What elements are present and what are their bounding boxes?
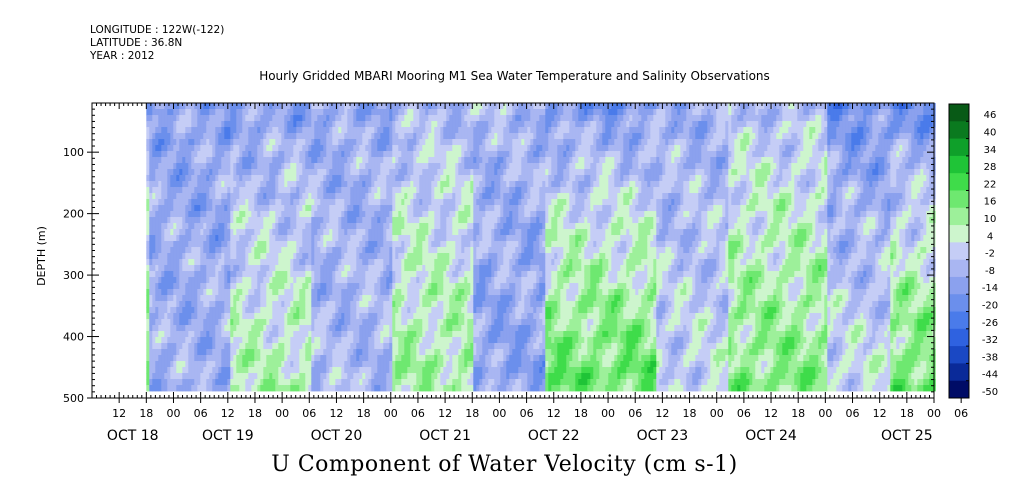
x-hour-label: 12	[764, 407, 778, 420]
colorbar-label: 34	[984, 145, 997, 156]
colorbar-bin	[949, 104, 969, 122]
colorbar-bin	[949, 380, 969, 399]
x-axis-title: U Component of Water Velocity (cm s-1)	[271, 452, 738, 477]
x-hour-label: 06	[628, 407, 642, 420]
latitude-label: LATITUDE : 36.8N	[90, 37, 183, 49]
x-hour-label: 00	[818, 407, 832, 420]
x-hour-label: 18	[465, 407, 479, 420]
x-day-label: OCT 25	[881, 428, 933, 444]
x-hour-label: 06	[737, 407, 751, 420]
colorbar-label: -32	[982, 335, 998, 346]
colorbar-bin	[949, 155, 969, 174]
colorbar-label: 46	[984, 110, 997, 121]
x-hour-label: 00	[166, 407, 180, 420]
colorbar-label: 22	[984, 179, 997, 190]
x-day-label: OCT 21	[419, 428, 471, 444]
x-day-label: OCT 24	[745, 428, 797, 444]
colorbar-label: -44	[982, 370, 998, 381]
x-hour-label: 00	[927, 407, 941, 420]
colorbar-bin	[949, 311, 969, 330]
year-label: YEAR : 2012	[90, 50, 155, 62]
colorbar-label: -38	[982, 352, 998, 363]
colorbar-label: -2	[985, 249, 995, 260]
colorbar-label: -8	[985, 266, 995, 277]
x-hour-label: 18	[139, 407, 153, 420]
x-hour-label: 18	[683, 407, 697, 420]
colorbar-bin	[949, 242, 969, 261]
x-hour-label: 18	[574, 407, 588, 420]
colorbar-bin	[949, 173, 969, 191]
header-meta: LONGITUDE : 122W(-122) LATITUDE : 36.8N …	[90, 24, 224, 63]
x-hour-label: 18	[357, 407, 371, 420]
x-hour-label: 18	[900, 407, 914, 420]
colorbar-label: 28	[984, 162, 997, 173]
colorbar-bin	[949, 346, 969, 364]
colorbar-bin	[949, 363, 969, 382]
colorbar-bin	[949, 190, 969, 209]
chart-title: Hourly Gridded MBARI Mooring M1 Sea Wate…	[259, 69, 770, 83]
y-axis-title: DEPTH (m)	[35, 226, 48, 286]
colorbar-bin	[949, 225, 969, 243]
y-tick-label: 100	[63, 146, 84, 159]
x-hour-label: 06	[520, 407, 534, 420]
colorbar-label: 10	[984, 214, 997, 225]
x-hour-label: 12	[112, 407, 126, 420]
x-hour-label: 12	[221, 407, 235, 420]
colorbar-frame	[948, 103, 970, 399]
x-day-label: OCT 19	[202, 428, 254, 444]
x-hour-label: 12	[329, 407, 343, 420]
x-day-label: OCT 23	[637, 428, 689, 444]
x-hour-label: 06	[411, 407, 425, 420]
longitude-label: LONGITUDE : 122W(-122)	[90, 24, 225, 36]
x-hour-label: 12	[655, 407, 669, 420]
x-hour-label: 06	[846, 407, 860, 420]
colorbar-bin	[949, 294, 969, 313]
x-hour-label: 00	[492, 407, 506, 420]
x-hour-label: 12	[547, 407, 561, 420]
colorbar-label: 16	[984, 197, 997, 208]
x-day-label: OCT 20	[311, 428, 363, 444]
colorbar-bin	[949, 328, 969, 347]
colorbar-label: -14	[982, 283, 998, 294]
x-hour-label: 18	[791, 407, 805, 420]
x-hour-label: 12	[873, 407, 887, 420]
x-hour-label: 00	[384, 407, 398, 420]
x-hour-label: 00	[710, 407, 724, 420]
colorbar-label: 40	[984, 128, 997, 139]
x-hour-label: 06	[954, 407, 968, 420]
colorbar-bin	[949, 121, 969, 140]
y-tick-label: 400	[63, 331, 84, 344]
colorbar-label: 4	[987, 231, 993, 242]
y-tick-label: 200	[63, 208, 84, 221]
x-hour-label: 12	[438, 407, 452, 420]
x-hour-label: 00	[275, 407, 289, 420]
y-tick-label: 300	[63, 269, 84, 282]
y-tick-label: 500	[63, 392, 84, 405]
colorbar-label: -20	[982, 300, 998, 311]
colorbar-bin	[949, 276, 969, 295]
x-hour-label: 18	[248, 407, 262, 420]
x-hour-label: 00	[601, 407, 615, 420]
colorbar-label: -50	[982, 387, 998, 398]
colorbar-bin	[949, 259, 969, 278]
x-hour-label: 06	[302, 407, 316, 420]
heatmap-field	[146, 103, 936, 392]
x-day-label: OCT 22	[528, 428, 580, 444]
colorbar-label: -26	[982, 318, 998, 329]
x-day-label: OCT 18	[107, 428, 159, 444]
colorbar-bin	[949, 138, 969, 157]
colorbar-bin	[949, 207, 969, 226]
x-hour-label: 06	[194, 407, 208, 420]
